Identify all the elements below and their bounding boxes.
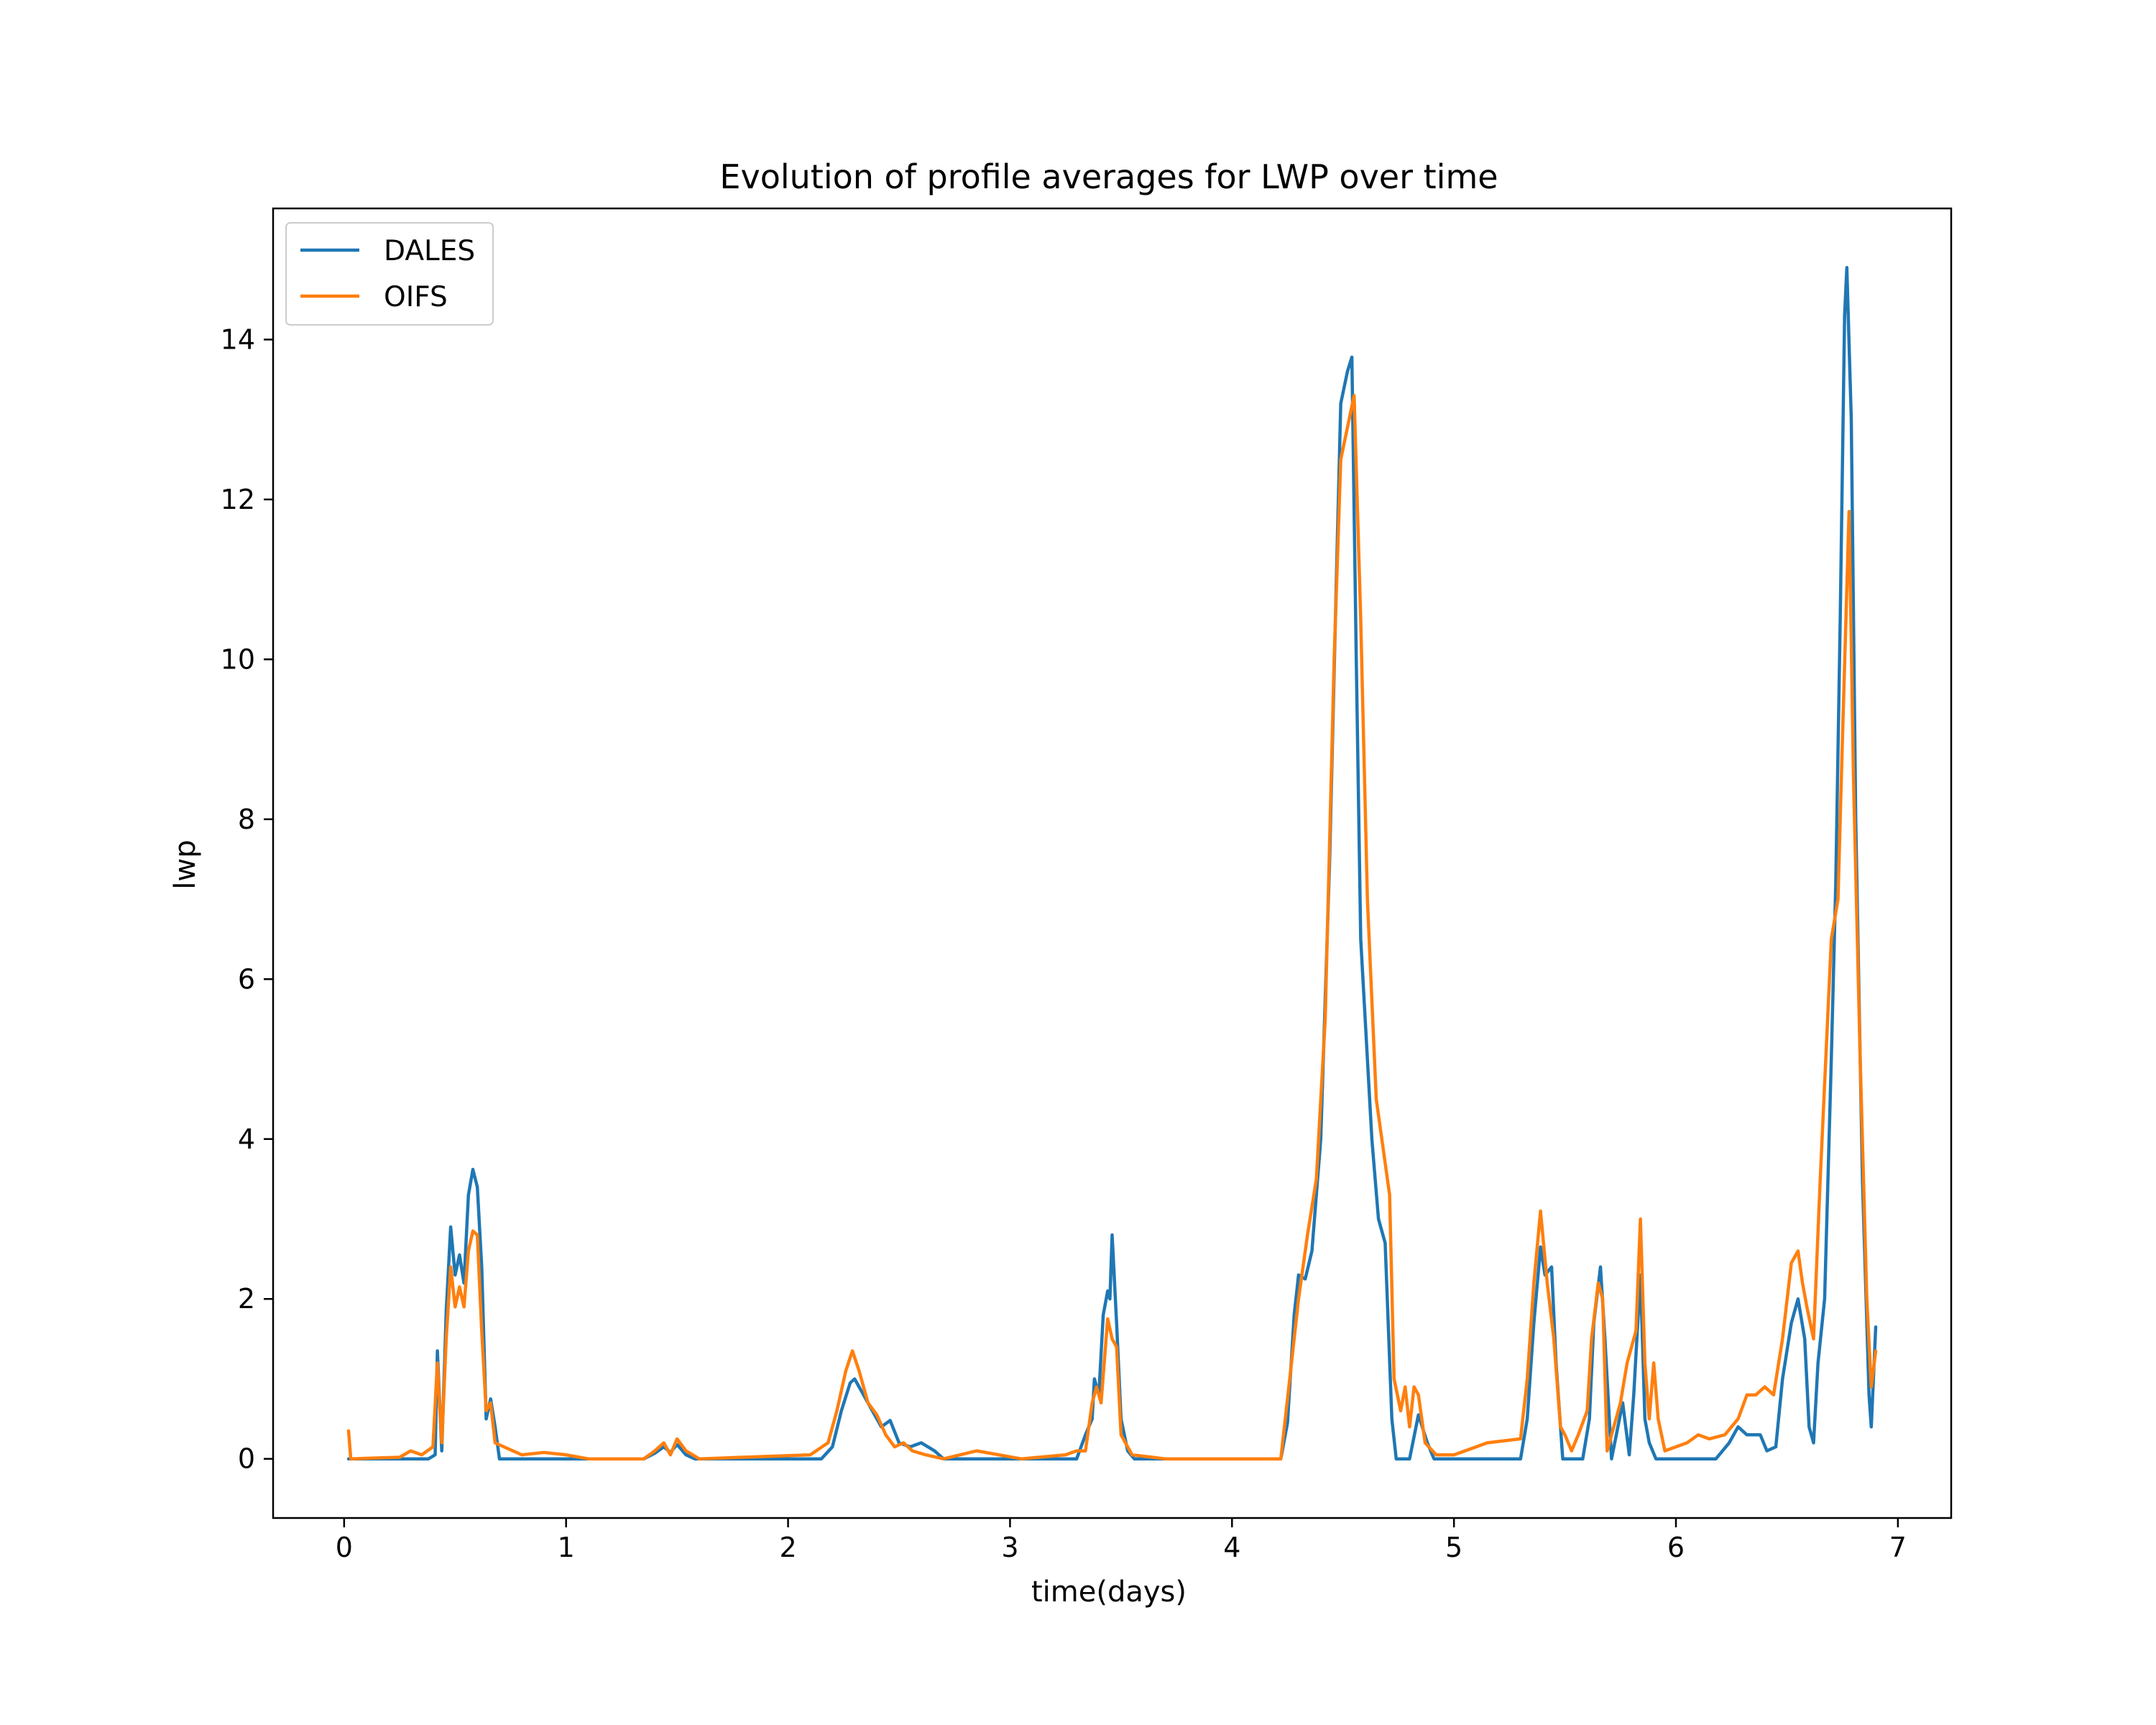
x-tick-label: 2: [779, 1532, 796, 1563]
legend-label-oifs: OIFS: [384, 281, 448, 313]
x-tick-label: 4: [1223, 1532, 1240, 1563]
x-tick-label: 3: [1001, 1532, 1018, 1563]
y-axis-label: lwp: [169, 840, 202, 889]
x-tick-label: 6: [1667, 1532, 1685, 1563]
x-tick-label: 0: [336, 1532, 353, 1563]
plot-frame: [272, 207, 1953, 1519]
legend-label-dales: DALES: [384, 235, 475, 267]
y-tick-label: 2: [238, 1283, 255, 1315]
legend: DALES OIFS: [285, 222, 494, 326]
y-tick-label: 0: [238, 1443, 255, 1475]
x-axis-label: time(days): [1031, 1576, 1187, 1609]
x-tick-label: 5: [1445, 1532, 1462, 1563]
y-tick-label: 10: [221, 643, 255, 675]
x-tick-label: 1: [558, 1532, 575, 1563]
x-tick-label: 7: [1889, 1532, 1907, 1563]
y-tick-label: 4: [238, 1123, 255, 1155]
plot-area: [346, 266, 1878, 1460]
legend-box: [285, 222, 494, 326]
y-tick-label: 8: [238, 804, 255, 835]
chart-title: Evolution of profile averages for LWP ov…: [719, 157, 1498, 196]
y-tick-label: 12: [221, 484, 255, 515]
y-tick-label: 14: [221, 323, 255, 355]
y-tick-label: 6: [238, 963, 255, 995]
series-line-oifs: [346, 394, 1878, 1460]
